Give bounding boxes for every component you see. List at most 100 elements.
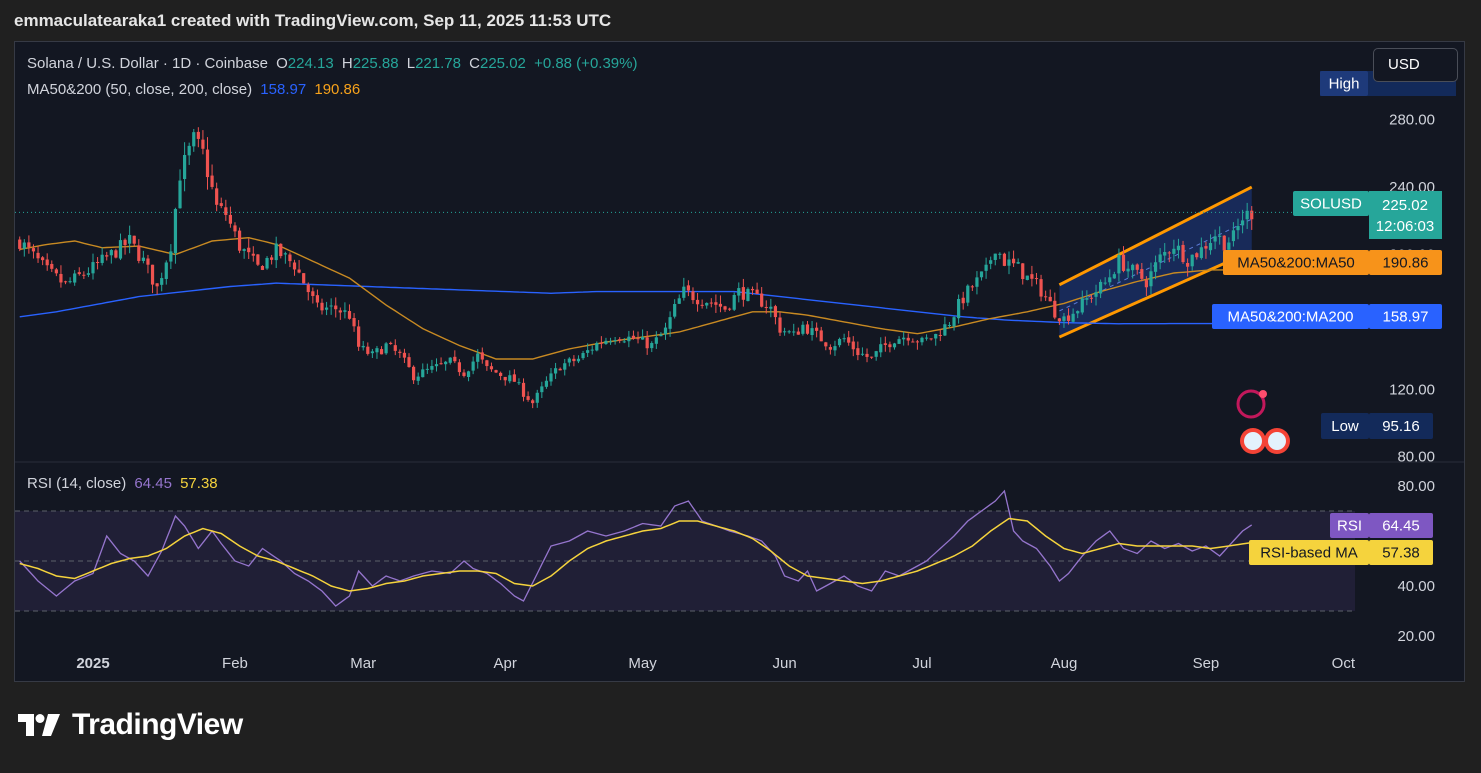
candle-body[interactable] (897, 339, 901, 344)
price-chart[interactable]: 280.00240.00200.00120.0080.0080.0040.002… (15, 42, 1464, 681)
candle-body[interactable] (384, 343, 388, 354)
candle-body[interactable] (686, 285, 690, 291)
candle-body[interactable] (137, 245, 141, 261)
candle-body[interactable] (787, 331, 791, 333)
candle-body[interactable] (668, 317, 672, 329)
candle-body[interactable] (961, 297, 965, 304)
candle-body[interactable] (1066, 315, 1071, 321)
candle-body[interactable] (902, 337, 906, 340)
candle-body[interactable] (970, 286, 974, 288)
candle-body[interactable] (888, 344, 892, 348)
candle-body[interactable] (934, 333, 938, 339)
candle-body[interactable] (150, 264, 155, 285)
candle-body[interactable] (141, 257, 145, 261)
candle-body[interactable] (920, 337, 924, 343)
candle-body[interactable] (1222, 235, 1226, 251)
candle-body[interactable] (540, 386, 544, 393)
candle-body[interactable] (1048, 296, 1052, 302)
candle-body[interactable] (750, 288, 755, 291)
candle-body[interactable] (544, 380, 549, 387)
candle-body[interactable] (1131, 264, 1135, 271)
candle-body[interactable] (279, 243, 283, 257)
candle-body[interactable] (36, 252, 40, 259)
candle-body[interactable] (1099, 281, 1103, 294)
candle-body[interactable] (306, 284, 310, 293)
candle-body[interactable] (164, 262, 168, 279)
candle-body[interactable] (219, 203, 223, 207)
candle-body[interactable] (416, 376, 420, 381)
candle-body[interactable] (457, 362, 461, 373)
news-flash-icon[interactable] (1236, 389, 1266, 419)
candle-body[interactable] (434, 364, 439, 367)
candle-body[interactable] (659, 334, 663, 337)
candle-body[interactable] (563, 363, 567, 370)
candle-body[interactable] (728, 308, 732, 310)
candle-body[interactable] (957, 298, 961, 319)
candle-body[interactable] (723, 306, 727, 310)
candle-body[interactable] (274, 243, 278, 261)
candle-body[interactable] (187, 145, 191, 156)
candle-body[interactable] (782, 331, 787, 333)
candle-body[interactable] (1108, 277, 1112, 283)
candle-body[interactable] (865, 353, 869, 357)
candle-body[interactable] (1176, 245, 1181, 251)
candle-body[interactable] (796, 331, 800, 335)
candle-body[interactable] (760, 293, 764, 307)
candle-body[interactable] (146, 258, 150, 265)
candle-body[interactable] (952, 317, 956, 327)
candle-body[interactable] (329, 305, 333, 307)
candle-body[interactable] (819, 330, 823, 342)
candle-body[interactable] (155, 283, 159, 287)
candle-body[interactable] (1190, 254, 1194, 267)
candle-body[interactable] (645, 337, 649, 349)
candle-body[interactable] (1071, 313, 1075, 322)
candle-body[interactable] (1167, 252, 1171, 254)
chart-frame[interactable]: 280.00240.00200.00120.0080.0080.0040.002… (14, 41, 1465, 682)
candle-body[interactable] (613, 340, 617, 342)
candle-body[interactable] (618, 339, 622, 341)
candle-body[interactable] (650, 343, 654, 349)
candle-body[interactable] (205, 149, 210, 178)
candle-body[interactable] (627, 336, 631, 342)
candle-body[interactable] (393, 345, 397, 351)
candle-body[interactable] (1144, 280, 1148, 288)
candle-body[interactable] (705, 302, 709, 306)
candle-body[interactable] (824, 342, 828, 347)
candle-body[interactable] (270, 257, 274, 260)
candle-body[interactable] (714, 302, 718, 305)
candle-body[interactable] (68, 281, 72, 283)
candle-body[interactable] (641, 336, 645, 340)
candle-body[interactable] (842, 338, 846, 340)
candle-body[interactable] (673, 304, 677, 317)
candle-body[interactable] (851, 341, 855, 350)
candle-body[interactable] (402, 352, 407, 358)
candle-body[interactable] (1080, 298, 1084, 313)
candle-body[interactable] (448, 357, 452, 363)
candle-body[interactable] (1172, 248, 1176, 254)
candle-body[interactable] (503, 376, 507, 381)
candle-body[interactable] (1044, 296, 1048, 298)
candle-body[interactable] (91, 262, 95, 274)
candle-body[interactable] (966, 285, 970, 303)
candle-body[interactable] (1149, 271, 1153, 287)
candle-body[interactable] (1062, 316, 1066, 321)
candle-body[interactable] (755, 289, 759, 294)
candle-body[interactable] (947, 325, 952, 327)
candle-body[interactable] (1158, 254, 1162, 263)
candle-body[interactable] (682, 286, 686, 298)
candle-body[interactable] (31, 248, 36, 252)
candle-body[interactable] (73, 273, 77, 283)
candle-body[interactable] (892, 343, 897, 348)
candle-body[interactable] (439, 363, 443, 365)
candle-body[interactable] (778, 317, 782, 333)
channel-upper-line[interactable] (1058, 185, 1253, 287)
candle-body[interactable] (109, 250, 113, 256)
candle-body[interactable] (41, 257, 45, 261)
candle-body[interactable] (1089, 297, 1094, 299)
candle-body[interactable] (801, 324, 805, 334)
candle-body[interactable] (604, 340, 608, 344)
candle-body[interactable] (993, 253, 997, 260)
candle-body[interactable] (361, 345, 365, 348)
candle-body[interactable] (292, 262, 297, 270)
candle-body[interactable] (169, 251, 173, 262)
